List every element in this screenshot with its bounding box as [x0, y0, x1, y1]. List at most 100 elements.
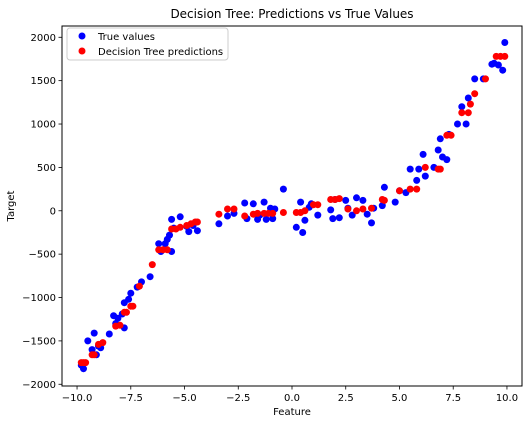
true-value-point-58 [342, 196, 350, 204]
y-tick-label: −500 [29, 250, 56, 261]
true-value-point-4 [90, 329, 98, 337]
prediction-point-56 [447, 131, 455, 139]
true-value-point-41 [260, 198, 268, 206]
true-value-point-78 [436, 135, 444, 143]
true-value-point-80 [443, 156, 451, 164]
true-value-point-19 [146, 273, 154, 281]
prediction-point-33 [269, 209, 277, 217]
legend-box [66, 27, 229, 61]
true-value-point-64 [368, 219, 375, 227]
prediction-point-24 [193, 218, 201, 226]
prediction-point-6 [99, 339, 107, 347]
true-value-point-91 [499, 66, 507, 74]
prediction-point-59 [466, 100, 474, 108]
x-axis-label: Feature [273, 407, 311, 418]
true-value-point-82 [454, 120, 461, 128]
prediction-point-27 [230, 205, 238, 213]
true-value-point-11 [114, 314, 122, 322]
prediction-point-8 [116, 321, 124, 329]
true-value-point-24 [166, 231, 173, 239]
y-axis-ticks: −2000 −1500 −1000 −500 0 500 1000 1500 2000 [22, 33, 62, 391]
true-value-point-42 [262, 215, 270, 223]
true-value-point-57 [335, 214, 343, 222]
true-value-point-2 [84, 337, 92, 345]
true-value-point-92 [501, 39, 509, 46]
true-value-point-77 [434, 146, 442, 154]
y-tick-label: 1500 [31, 76, 56, 87]
true-value-point-28 [176, 213, 184, 221]
true-value-point-36 [241, 199, 249, 207]
true-value-point-62 [359, 196, 367, 204]
prediction-point-58 [464, 109, 472, 117]
prediction-point-30 [254, 209, 262, 217]
true-value-point-16 [127, 289, 135, 297]
prediction-point-43 [344, 205, 352, 213]
true-value-point-46 [279, 185, 287, 193]
true-value-point-32 [193, 227, 201, 235]
prediction-point-26 [224, 205, 231, 213]
true-value-point-44 [269, 215, 277, 223]
true-value-point-33 [215, 220, 223, 228]
y-tick-label: 0 [50, 206, 56, 217]
true-value-point-15 [125, 295, 133, 303]
prediction-point-45 [359, 205, 367, 213]
y-tick-label: 1000 [31, 120, 56, 131]
prediction-point-49 [396, 187, 403, 195]
points-layer [77, 39, 509, 373]
true-value-point-73 [415, 165, 423, 173]
x-tick-label: 2.5 [338, 393, 354, 404]
true-value-point-54 [327, 206, 335, 214]
true-value-point-83 [458, 103, 466, 111]
prediction-point-52 [421, 163, 429, 171]
true-value-point-67 [380, 183, 388, 191]
prediction-point-64 [501, 52, 509, 60]
true-value-point-84 [462, 120, 470, 128]
prediction-point-13 [135, 282, 143, 290]
x-axis-ticks: −10.0 −7.5 −5.0 −2.5 0.0 2.5 5.0 7.5 10.0 [62, 386, 518, 404]
x-tick-label: −10.0 [62, 393, 93, 404]
chart-title: Decision Tree: Predictions vs True Value… [170, 7, 413, 21]
y-tick-label: −1000 [22, 293, 56, 304]
prediction-point-14 [148, 261, 156, 269]
prediction-point-61 [482, 75, 489, 83]
prediction-point-17 [163, 246, 171, 254]
prediction-point-2 [82, 359, 90, 367]
prediction-point-4 [90, 351, 98, 359]
true-value-point-63 [363, 210, 371, 218]
prediction-point-28 [241, 212, 249, 220]
true-value-point-61 [353, 194, 360, 202]
prediction-point-44 [353, 207, 360, 215]
true-value-point-30 [185, 228, 193, 236]
x-tick-label: 10.0 [496, 393, 518, 404]
true-value-point-48 [297, 198, 305, 206]
true-value-point-86 [471, 75, 479, 83]
prediction-point-20 [176, 223, 184, 231]
y-tick-label: 500 [37, 163, 56, 174]
true-value-point-71 [406, 165, 414, 173]
true-value-point-8 [105, 330, 113, 338]
prediction-point-25 [215, 210, 223, 218]
prediction-point-12 [129, 302, 137, 310]
true-value-point-20 [155, 240, 163, 248]
x-tick-label: −2.5 [226, 393, 250, 404]
true-value-point-50 [301, 216, 309, 224]
x-tick-label: 0.0 [284, 393, 300, 404]
true-value-point-49 [299, 229, 307, 236]
true-value-point-90 [494, 61, 502, 69]
true-value-point-38 [249, 200, 257, 208]
true-value-point-72 [413, 176, 421, 184]
prediction-point-51 [413, 185, 421, 193]
prediction-point-42 [335, 195, 343, 203]
y-tick-label: 2000 [31, 33, 56, 44]
true-value-point-68 [391, 198, 399, 206]
prediction-point-50 [406, 185, 414, 193]
true-value-point-47 [292, 223, 300, 231]
true-value-point-60 [348, 211, 356, 219]
true-value-point-74 [419, 150, 427, 158]
y-axis-label: Target [6, 190, 17, 222]
true-value-point-26 [168, 215, 176, 223]
true-value-point-75 [421, 172, 429, 180]
true-value-point-1 [80, 365, 87, 373]
